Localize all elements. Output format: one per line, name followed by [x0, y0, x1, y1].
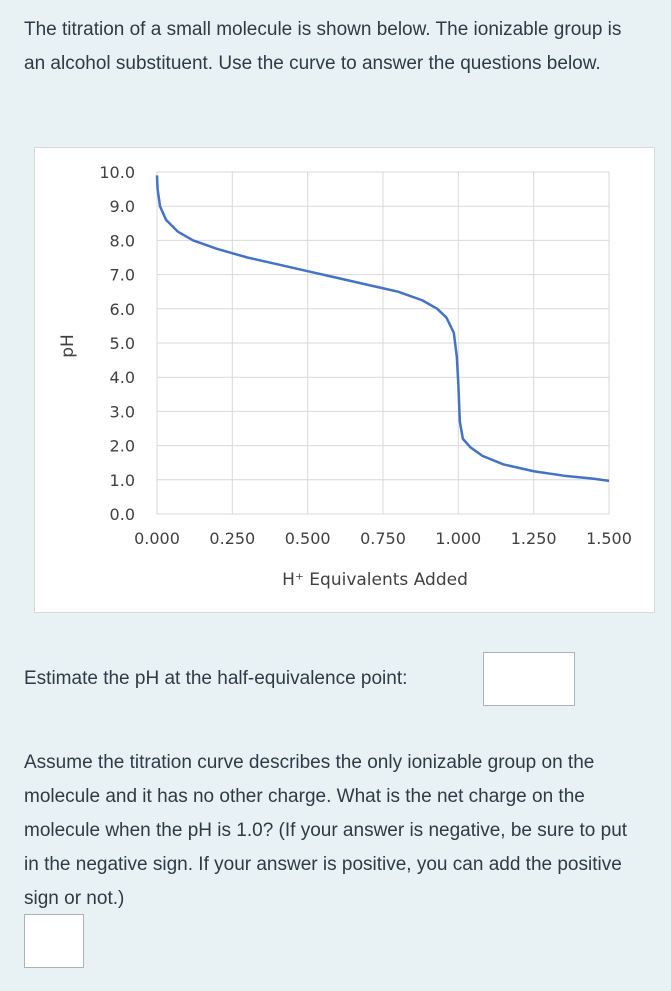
y-tick-label: 2.0: [110, 437, 135, 456]
x-axis-label: H⁺ Equivalents Added: [282, 570, 468, 590]
y-tick-label: 4.0: [110, 368, 135, 387]
x-tick-label: 1.500: [586, 529, 632, 548]
titration-chart: 0.0 1.0 2.0 3.0 4.0 5.0 6.0 7.0 8.0 9.0 10.0 0.000 0…: [34, 147, 655, 613]
titration-chart-svg: 0.0 1.0 2.0 3.0 4.0 5.0 6.0 7.0 8.0 9.0 10.0 0.000 0…: [58, 163, 632, 590]
x-tick-label: 1.250: [511, 529, 557, 548]
titration-curve: [155, 175, 610, 483]
question-1-text: Estimate the pH at the half-equivalence …: [24, 668, 408, 689]
y-tick-label: 7.0: [110, 266, 135, 285]
y-tick-label: 6.0: [110, 300, 135, 319]
y-tick-label: 9.0: [110, 197, 135, 216]
y-tick-label: 0.0: [110, 505, 135, 524]
net-charge-input[interactable]: [24, 914, 84, 968]
x-tick-label: 1.000: [435, 529, 481, 548]
x-tick-label: 0.750: [360, 529, 406, 548]
question-1: Estimate the pH at the half-equivalence …: [24, 652, 584, 706]
y-tick-label: 5.0: [110, 334, 135, 353]
intro-text: The titration of a small molecule is sho…: [24, 19, 622, 74]
half-equivalence-ph-input[interactable]: [483, 652, 575, 706]
x-tick-label: 0.250: [209, 529, 255, 548]
y-tick-label: 3.0: [110, 402, 135, 421]
question-2-text: Assume the titration curve describes the…: [24, 752, 628, 909]
y-tick-label: 1.0: [110, 471, 135, 490]
y-axis-label: pH: [58, 334, 78, 358]
x-tick-label: 0.500: [285, 529, 331, 548]
x-tick-label: 0.000: [134, 529, 180, 548]
y-tick-label: 10.0: [99, 163, 135, 182]
y-tick-label: 8.0: [110, 231, 135, 250]
